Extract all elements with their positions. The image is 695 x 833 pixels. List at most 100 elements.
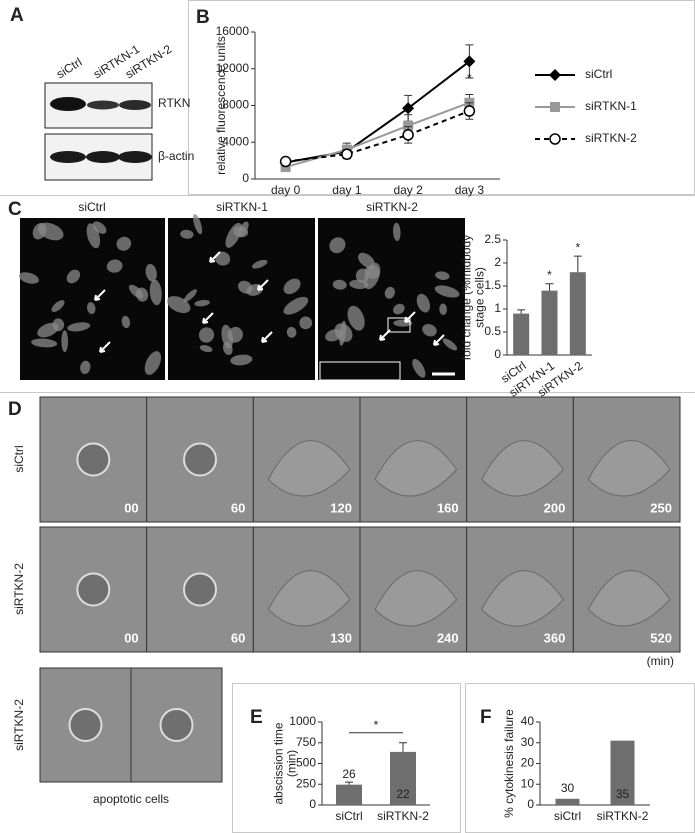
image-title: siRTKN-1: [216, 200, 268, 214]
micrograph: [168, 218, 315, 380]
arrow: [261, 331, 273, 343]
cell: [149, 279, 162, 306]
arrow: [99, 341, 111, 353]
time-label: 120: [330, 500, 352, 515]
time-lapse: [39, 396, 681, 783]
y-axis-label: % cytokinesis failure: [502, 709, 516, 818]
cell: [215, 251, 231, 266]
band-label: RTKN: [158, 96, 190, 110]
cell: [439, 303, 447, 316]
cell: [66, 269, 81, 284]
time-label: 00: [124, 630, 138, 645]
cell: [37, 322, 59, 338]
y-tick-label: 0: [494, 347, 501, 361]
bar: [513, 313, 530, 355]
lane-label: siCtrl: [54, 55, 85, 81]
x-tick-label: day 3: [455, 183, 485, 197]
cell: [267, 440, 351, 497]
panel-label: A: [10, 5, 24, 26]
cell: [68, 708, 103, 742]
cell: [587, 440, 671, 497]
inset-box: [387, 317, 411, 333]
error-bar: [517, 309, 526, 314]
x-tick-label: siCtrl: [554, 809, 581, 823]
cell: [31, 338, 58, 348]
arrow: [257, 279, 269, 291]
y-tick-label: 0: [242, 171, 249, 185]
cell: [412, 358, 426, 378]
y-axis-label: fold change (%midbodystage cells): [460, 235, 487, 360]
micrographs: [18, 213, 465, 380]
y-tick-label: 0: [527, 797, 534, 811]
marker: [341, 148, 353, 160]
cell: [230, 354, 253, 366]
row-label: siRTKN-2: [12, 699, 26, 751]
blot-band: [119, 100, 151, 110]
panel-label: D: [8, 399, 22, 420]
cell: [481, 570, 564, 627]
cell: [76, 442, 111, 477]
cell: [116, 236, 132, 251]
arrow: [94, 289, 106, 301]
y-tick-label: 12000: [216, 61, 250, 75]
cell: [222, 342, 233, 356]
time-label: 240: [437, 630, 459, 645]
time-label: 130: [330, 630, 352, 645]
time-label: 360: [544, 630, 566, 645]
blot-band: [50, 151, 86, 163]
cell: [422, 323, 437, 337]
cell: [145, 263, 157, 282]
blot-band: [50, 97, 86, 111]
cell: [193, 213, 203, 235]
cell: [92, 221, 107, 234]
y-axis-label: relative fluorescence units: [214, 36, 228, 175]
cell: [329, 237, 346, 254]
blot-band: [86, 151, 120, 163]
bar: [610, 740, 635, 805]
y-tick-label: 4000: [222, 134, 249, 148]
x-tick-label: siRTKN-2: [597, 809, 649, 823]
cell: [334, 323, 353, 342]
cell: [251, 259, 268, 269]
image-title: siCtrl: [78, 200, 105, 214]
cell: [86, 302, 96, 315]
cell: [159, 708, 194, 742]
cell: [51, 300, 65, 313]
bar: [555, 798, 580, 805]
y-tick-label: 16000: [216, 24, 250, 38]
marker: [403, 120, 414, 131]
x-tick-label: siRTKN-2: [377, 809, 429, 823]
arrow: [209, 251, 221, 263]
cell: [393, 303, 405, 315]
cell: [587, 570, 671, 627]
inset: [319, 361, 401, 381]
cell: [435, 271, 450, 280]
bar: [336, 784, 362, 805]
cell: [76, 572, 111, 607]
error-bar: [399, 742, 407, 752]
cell: [238, 280, 253, 294]
y-tick-label: 40: [521, 714, 535, 728]
legend-marker: [549, 69, 561, 81]
y-tick-label: 8000: [222, 98, 249, 112]
time-label: 60: [231, 500, 245, 515]
marker: [463, 55, 476, 68]
marker: [402, 129, 414, 141]
time-label: 60: [231, 630, 245, 645]
cell: [358, 252, 375, 268]
image-title: siRTKN-2: [366, 200, 418, 214]
time-label: 00: [124, 500, 138, 515]
panel-label: E: [250, 707, 263, 728]
significance: *: [374, 718, 379, 732]
y-tick-label: 0.5: [484, 324, 501, 338]
time-label: 200: [544, 500, 566, 515]
bar: [541, 290, 558, 355]
legend-marker: [550, 102, 560, 112]
cell: [267, 570, 351, 627]
marker: [402, 102, 415, 115]
y-tick-label: 10: [521, 776, 535, 790]
cell: [481, 440, 564, 497]
cell: [106, 259, 123, 273]
n-label: 35: [616, 787, 630, 801]
legend-label: siRTKN-2: [585, 131, 637, 145]
